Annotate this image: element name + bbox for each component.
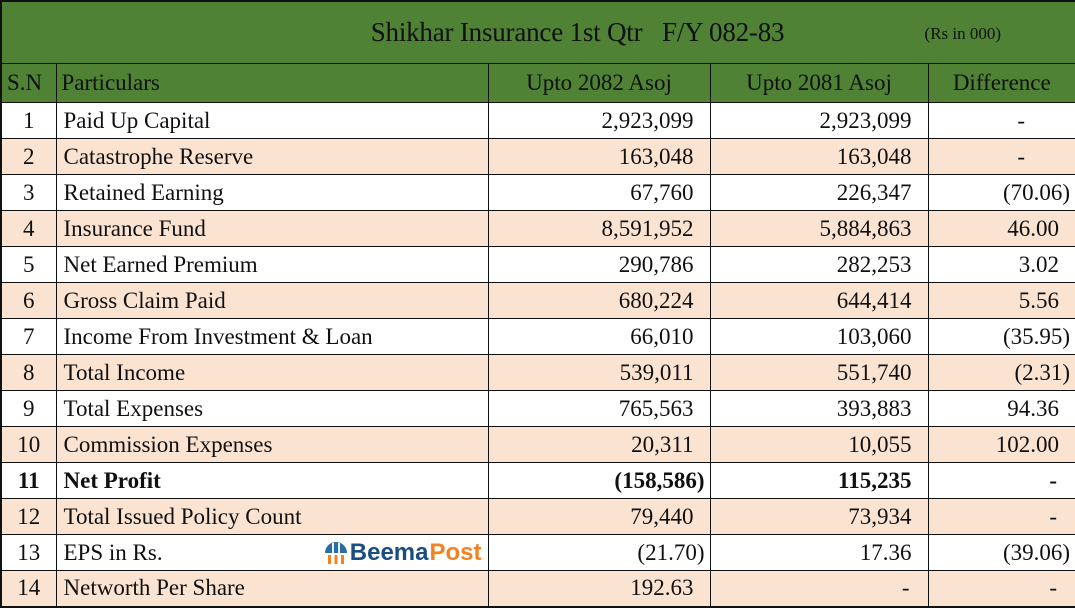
row-sn: 3 — [0, 174, 57, 211]
row-particulars: Income From Investment & Loan — [55, 318, 489, 355]
table-row: 7 Income From Investment & Loan 66,010 1… — [0, 318, 1075, 355]
col-header-difference: Difference — [927, 63, 1075, 103]
row-value-2081: 73,934 — [709, 498, 929, 535]
col-header-particulars: Particulars — [55, 63, 489, 103]
logo-text-beema: Beema — [349, 538, 429, 566]
col-header-2081: Upto 2081 Asoj — [709, 63, 929, 103]
row-difference: (35.95) — [927, 318, 1075, 355]
row-value-2082: (21.70) — [487, 534, 711, 571]
umbrella-icon — [324, 541, 347, 564]
row-difference: - — [927, 462, 1075, 499]
row-value-2082: (158,586) — [487, 462, 711, 499]
table-row: 11 Net Profit (158,586) 115,235 - — [0, 462, 1075, 499]
row-value-2082: 765,563 — [487, 390, 711, 427]
row-sn: 11 — [0, 462, 57, 499]
row-value-2081: 103,060 — [709, 318, 929, 355]
row-particulars: Total Expenses — [55, 390, 489, 427]
table-row: 8 Total Income 539,011 551,740 (2.31) — [0, 354, 1075, 391]
row-value-2082: 290,786 — [487, 246, 711, 283]
row-particulars: Catastrophe Reserve — [55, 138, 489, 175]
row-particulars: Commission Expenses — [55, 426, 489, 463]
row-sn: 13 — [0, 534, 57, 571]
row-particulars: Total Income — [55, 354, 489, 391]
col-header-sn: S.N — [0, 63, 57, 103]
row-value-2082: 8,591,952 — [487, 210, 711, 247]
row-difference: - — [927, 138, 1075, 175]
row-value-2082: 20,311 — [487, 426, 711, 463]
row-difference: - — [927, 570, 1075, 607]
row-sn: 1 — [0, 102, 57, 139]
table-row: 1 Paid Up Capital 2,923,099 2,923,099 - — [0, 102, 1075, 139]
row-difference: (70.06) — [927, 174, 1075, 211]
row-difference: (2.31) — [927, 354, 1075, 391]
logo-text-post: Post — [429, 538, 482, 566]
table-row: 5 Net Earned Premium 290,786 282,253 3.0… — [0, 246, 1075, 283]
row-sn: 8 — [0, 354, 57, 391]
row-particulars: EPS in Rs. Beema Post — [55, 534, 489, 571]
row-particulars: Insurance Fund — [55, 210, 489, 247]
page-title: Shikhar Insurance 1st Qtr F/Y 082-83 — [370, 17, 785, 47]
row-value-2081: 10,055 — [709, 426, 929, 463]
row-value-2082: 192.63 — [487, 570, 711, 607]
row-difference: - — [927, 102, 1075, 139]
row-sn: 14 — [0, 570, 57, 607]
row-sn: 7 — [0, 318, 57, 355]
table-row: 10 Commission Expenses 20,311 10,055 102… — [0, 426, 1075, 463]
row-sn: 2 — [0, 138, 57, 175]
row-particulars: Paid Up Capital — [55, 102, 489, 139]
table-row: 12 Total Issued Policy Count 79,440 73,9… — [0, 498, 1075, 535]
row-particulars: Total Issued Policy Count — [55, 498, 489, 535]
row-sn: 10 — [0, 426, 57, 463]
row-value-2081: 115,235 — [709, 462, 929, 499]
row-sn: 12 — [0, 498, 57, 535]
title-band: Shikhar Insurance 1st Qtr F/Y 082-83 (Rs… — [0, 0, 1075, 64]
row-value-2082: 163,048 — [487, 138, 711, 175]
row-value-2081: 5,884,863 — [709, 210, 929, 247]
row-value-2081: 644,414 — [709, 282, 929, 319]
row-value-2082: 680,224 — [487, 282, 711, 319]
row-difference: 46.00 — [927, 210, 1075, 247]
row-particulars: Net Profit — [55, 462, 489, 499]
row-sn: 9 — [0, 390, 57, 427]
row-difference: 102.00 — [927, 426, 1075, 463]
row-difference: 5.56 — [927, 282, 1075, 319]
table-row: 9 Total Expenses 765,563 393,883 94.36 — [0, 390, 1075, 427]
units-note: (Rs in 000) — [924, 23, 1002, 43]
row-particulars: Retained Earning — [55, 174, 489, 211]
row-sn: 5 — [0, 246, 57, 283]
row-value-2082: 539,011 — [487, 354, 711, 391]
row-value-2082: 67,760 — [487, 174, 711, 211]
table-row: 3 Retained Earning 67,760 226,347 (70.06… — [0, 174, 1075, 211]
row-particulars: Gross Claim Paid — [55, 282, 489, 319]
table-row: 6 Gross Claim Paid 680,224 644,414 5.56 — [0, 282, 1075, 319]
row-difference: (39.06) — [927, 534, 1075, 571]
row-value-2081: - — [709, 570, 929, 607]
row-particulars: Networth Per Share — [55, 570, 489, 607]
row-difference: - — [927, 498, 1075, 535]
row-difference: 3.02 — [927, 246, 1075, 283]
row-value-2081: 393,883 — [709, 390, 929, 427]
row-value-2081: 17.36 — [709, 534, 929, 571]
row-sn: 4 — [0, 210, 57, 247]
row-particulars: Net Earned Premium — [55, 246, 489, 283]
table-row: 4 Insurance Fund 8,591,952 5,884,863 46.… — [0, 210, 1075, 247]
row-value-2081: 551,740 — [709, 354, 929, 391]
row-value-2082: 79,440 — [487, 498, 711, 535]
row-value-2082: 66,010 — [487, 318, 711, 355]
table-row: 2 Catastrophe Reserve 163,048 163,048 - — [0, 138, 1075, 175]
beemapost-logo: Beema Post — [324, 540, 482, 566]
column-header-row: S.N Particulars Upto 2082 Asoj Upto 2081… — [0, 63, 1075, 103]
row-sn: 6 — [0, 282, 57, 319]
row-value-2081: 226,347 — [709, 174, 929, 211]
table-row: 14 Networth Per Share 192.63 - - — [0, 570, 1075, 607]
table-row: 13 EPS in Rs. Beema Post (21.70) 17.36 (3… — [0, 534, 1075, 571]
row-difference: 94.36 — [927, 390, 1075, 427]
row-value-2081: 2,923,099 — [709, 102, 929, 139]
row-value-2081: 163,048 — [709, 138, 929, 175]
row-value-2081: 282,253 — [709, 246, 929, 283]
row-value-2082: 2,923,099 — [487, 102, 711, 139]
col-header-2082: Upto 2082 Asoj — [487, 63, 711, 103]
